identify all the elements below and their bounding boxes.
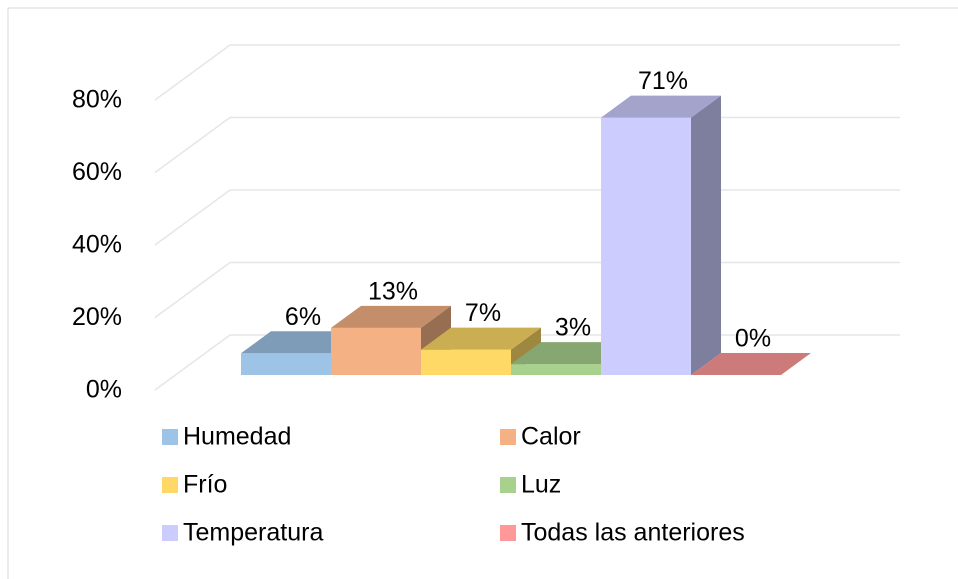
grid-line	[154, 261, 231, 319]
grid-line	[154, 44, 231, 101]
bar	[601, 95, 721, 375]
legend-label: Frío	[183, 471, 227, 499]
y-tick-label: 0%	[86, 376, 122, 404]
bar-top	[331, 305, 451, 328]
legend-label: Luz	[521, 471, 561, 499]
legend-swatch	[162, 525, 178, 541]
y-tick-label: 80%	[72, 86, 122, 114]
legend-swatch	[162, 429, 178, 445]
bar-front	[601, 117, 691, 375]
legend-swatch	[500, 429, 516, 445]
grid-line	[154, 334, 231, 391]
value-label: 7%	[465, 299, 501, 327]
bar-side	[691, 95, 721, 375]
value-label: 13%	[368, 277, 418, 305]
legend-label: Humedad	[183, 423, 291, 451]
bar-top	[601, 95, 721, 118]
bar-top	[421, 327, 541, 350]
value-label: 3%	[555, 314, 591, 342]
y-tick-label: 40%	[72, 231, 122, 259]
legend-swatch	[500, 525, 516, 541]
bar-front	[421, 349, 511, 375]
value-label: 71%	[638, 67, 688, 95]
bar	[691, 353, 811, 375]
chart-frame	[7, 7, 958, 579]
y-tick-label: 20%	[72, 303, 122, 331]
legend-swatch	[162, 477, 178, 493]
bar-front	[511, 364, 601, 375]
bar-front	[331, 327, 421, 375]
value-label: 0%	[735, 325, 771, 353]
legend-label: Calor	[521, 423, 581, 451]
grid-line	[154, 116, 231, 174]
legend-swatch	[500, 477, 516, 493]
bar-front	[241, 353, 331, 375]
legend-label: Temperatura	[183, 519, 323, 547]
bar-top	[691, 353, 811, 375]
grid-line	[154, 189, 231, 246]
value-label: 6%	[285, 303, 321, 331]
legend-label: Todas las anteriores	[521, 519, 745, 547]
y-tick-label: 60%	[72, 158, 122, 186]
